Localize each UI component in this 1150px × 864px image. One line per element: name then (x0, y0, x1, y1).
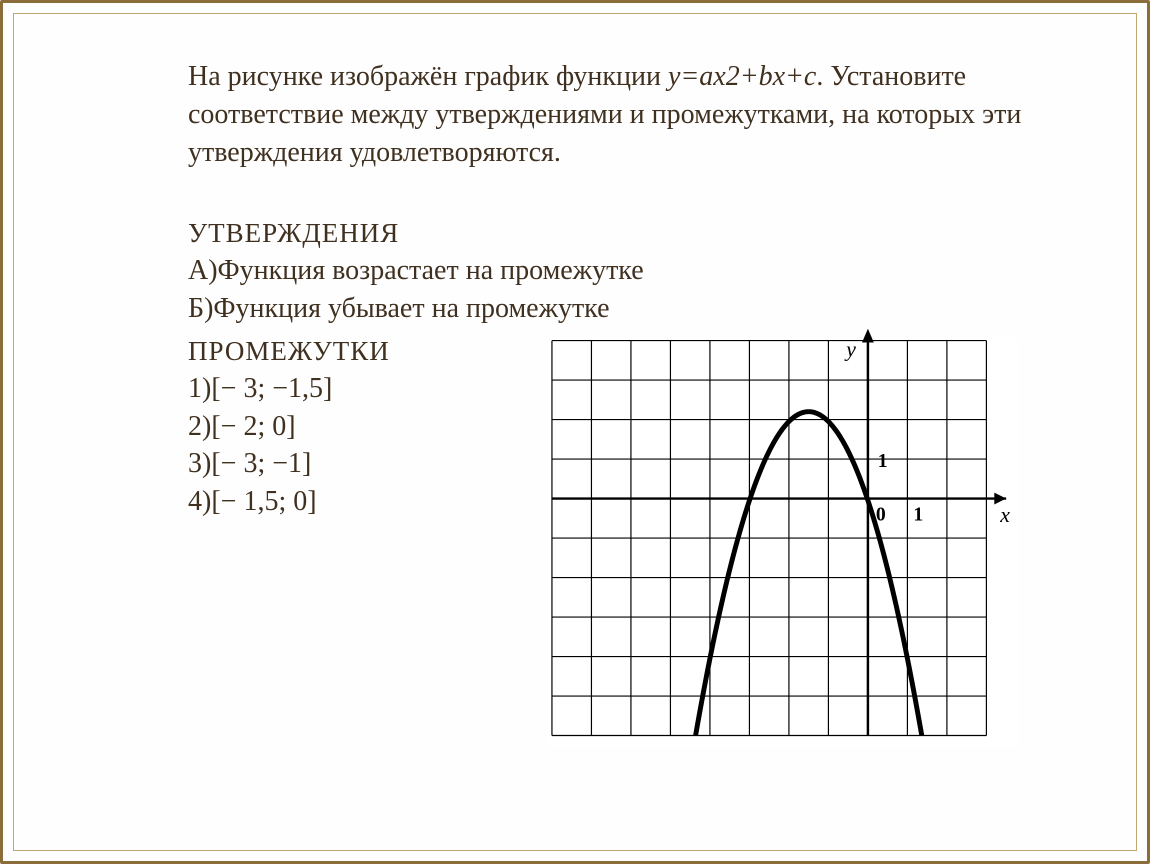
graph-col: y x 1 0 1 (508, 327, 1087, 757)
svg-text:x: x (999, 504, 1010, 528)
problem-text: На рисунке изображён график функции y=ax… (188, 58, 1087, 171)
slide-frame: На рисунке изображён график функции y=ax… (0, 0, 1150, 864)
statements-label: УТВЕРЖДЕНИЯ (188, 215, 1087, 251)
spacer (188, 191, 1087, 209)
statement-a: А)Функция возрастает на промежутке (188, 252, 1087, 290)
content-area: На рисунке изображён график функции y=ax… (188, 58, 1087, 757)
interval-2: 2)[− 2; 0] (188, 408, 508, 446)
interval-3: 3)[− 3; −1] (188, 445, 508, 483)
interval-1: 1)[− 3; −1,5] (188, 370, 508, 408)
parabola-graph: y x 1 0 1 (548, 327, 1018, 757)
statement-b: Б)Функция убывает на промежутке (188, 290, 1087, 328)
intervals-label: ПРОМЕЖУТКИ (188, 333, 508, 369)
svg-text:1: 1 (878, 450, 888, 472)
svg-text:0: 0 (876, 504, 886, 526)
problem-line1: На рисунке изображён график функции (188, 61, 668, 92)
svg-text:y: y (844, 338, 856, 362)
intervals-col: ПРОМЕЖУТКИ 1)[− 3; −1,5] 2)[− 2; 0] 3)[−… (188, 327, 508, 521)
svg-text:1: 1 (913, 504, 923, 526)
interval-4: 4)[− 1,5; 0] (188, 483, 508, 521)
intervals-row: ПРОМЕЖУТКИ 1)[− 3; −1,5] 2)[− 2; 0] 3)[−… (188, 327, 1087, 757)
problem-formula: y=ax2+bx+c (668, 61, 816, 92)
